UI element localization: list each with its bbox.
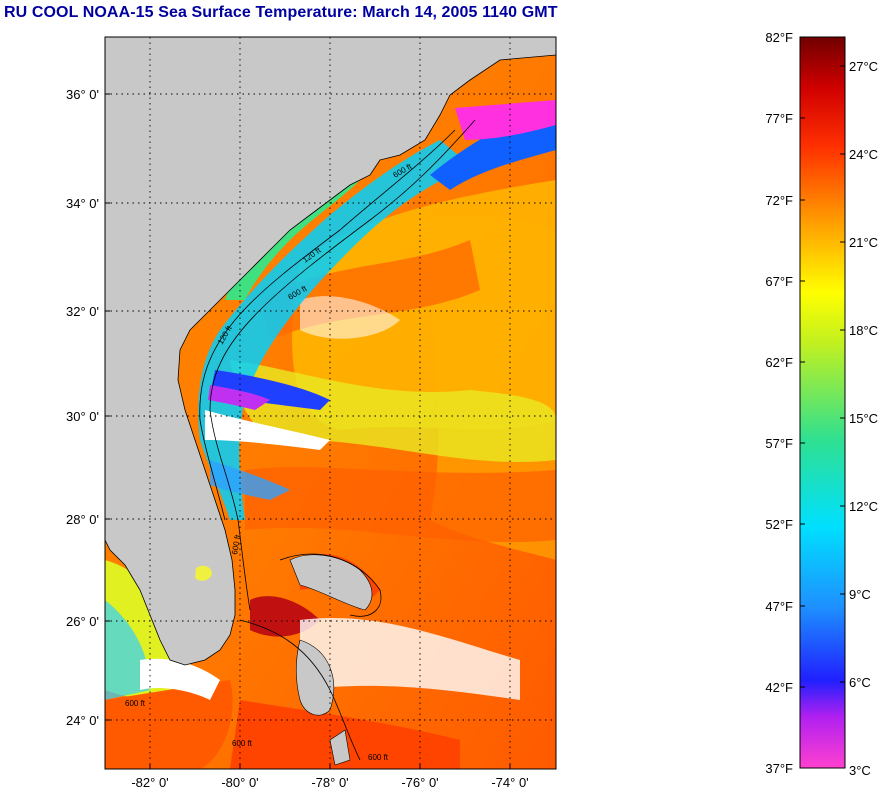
colorbar-c-label: 9°C — [849, 587, 871, 602]
colorbar-c-label: 21°C — [849, 235, 878, 250]
lat-tick-label: 24° 0' — [66, 713, 99, 728]
contour-label: 600 ft — [232, 739, 253, 748]
contour-600ft — [209, 119, 476, 611]
colorbar-ticks — [800, 65, 845, 688]
contour-label: 600 ft — [230, 533, 242, 555]
contour-120ft — [199, 129, 456, 521]
land — [105, 37, 556, 766]
contour-label: 600 ft — [125, 699, 146, 708]
bahamas-south — [329, 729, 351, 766]
colorbar-c-label: 24°C — [849, 147, 878, 162]
colorbar-f-label: 52°F — [765, 517, 793, 532]
lon-tick-label: -80° 0' — [221, 775, 258, 790]
cuba-island — [295, 639, 334, 716]
colorbar — [799, 36, 846, 769]
colorbar-f-label: 82°F — [765, 30, 793, 45]
colorbar-f-label: 77°F — [765, 111, 793, 126]
lon-tick-label: -82° 0' — [131, 775, 168, 790]
colorbar-f-label: 72°F — [765, 193, 793, 208]
lat-tick-label: 26° 0' — [66, 614, 99, 629]
bahamas-north — [289, 554, 373, 611]
colorbar-f-label: 37°F — [765, 761, 793, 776]
ticks — [105, 93, 511, 769]
contour-label: 600 ft — [368, 753, 389, 762]
lat-tick-label: 34° 0' — [66, 196, 99, 211]
lat-tick-label: 32° 0' — [66, 304, 99, 319]
colorbar-c-label: 3°C — [849, 763, 871, 778]
colorbar-f-label: 42°F — [765, 680, 793, 695]
colorbar-c-label: 6°C — [849, 675, 871, 690]
colorbar-f-label: 62°F — [765, 355, 793, 370]
map-title: RU COOL NOAA-15 Sea Surface Temperature:… — [4, 4, 558, 21]
colorbar-f-label: 67°F — [765, 274, 793, 289]
lon-tick-label: -74° 0' — [491, 775, 528, 790]
lon-tick-label: -78° 0' — [311, 775, 348, 790]
lake-okeechobee — [195, 565, 212, 581]
colorbar-f-label: 57°F — [765, 436, 793, 451]
contour-south — [239, 619, 361, 761]
graticule — [105, 37, 556, 769]
us-east-coast-land — [105, 37, 556, 666]
contour-bahamas — [279, 553, 382, 617]
bathymetry-contours — [199, 119, 476, 761]
colorbar-c-label: 12°C — [849, 499, 878, 514]
colorbar-f-label: 47°F — [765, 599, 793, 614]
lat-tick-label: 28° 0' — [66, 512, 99, 527]
colorbar-c-label: 18°C — [849, 323, 878, 338]
lat-tick-label: 36° 0' — [66, 87, 99, 102]
lon-tick-label: -76° 0' — [401, 775, 438, 790]
colorbar-c-label: 15°C — [849, 411, 878, 426]
lat-tick-label: 30° 0' — [66, 409, 99, 424]
colorbar-c-label: 27°C — [849, 59, 878, 74]
